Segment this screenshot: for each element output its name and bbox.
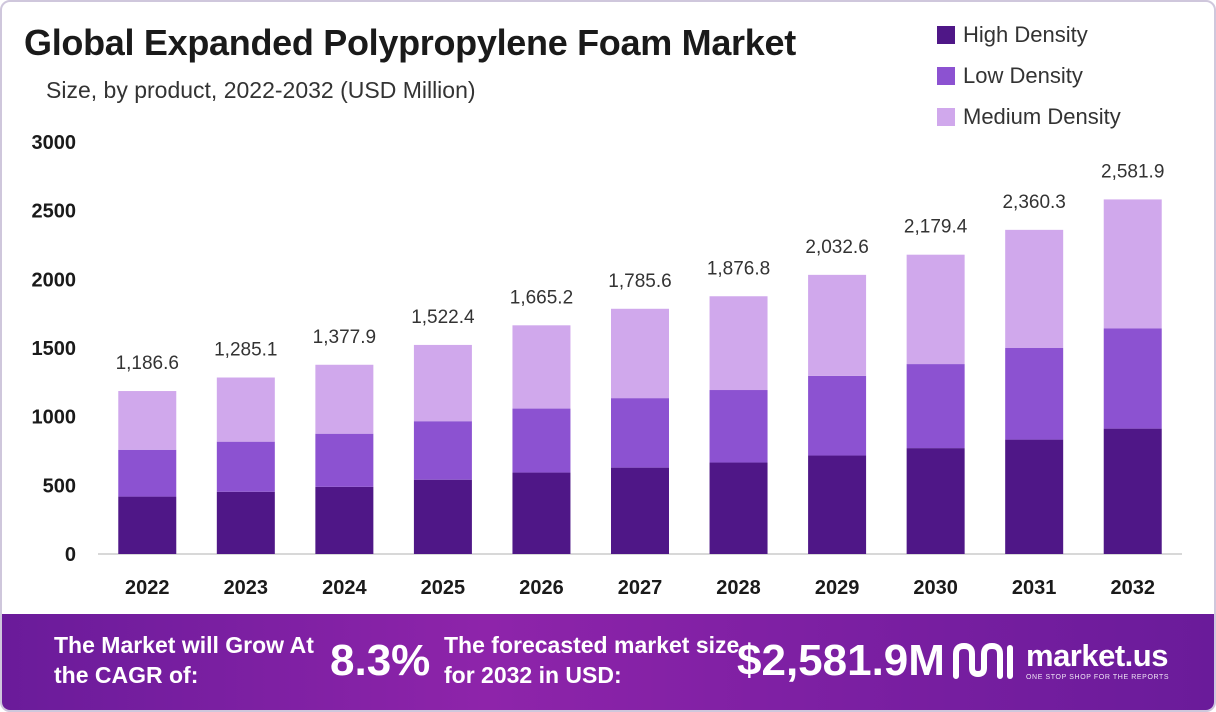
- stacked-bar-chart: 0 500 1000 1500 2000 2500 3000 1,186.6 2022 1,285…: [32, 132, 1182, 599]
- bar-segment: [118, 496, 177, 554]
- bar-segment: [1005, 348, 1064, 440]
- x-tick-label: 2024: [322, 577, 367, 599]
- bar-total-label: 1,522.4: [411, 307, 475, 328]
- bar-total-label: 1,665.2: [510, 287, 573, 308]
- y-tick-label: 1500: [32, 338, 77, 360]
- bar-segment: [315, 486, 374, 554]
- bar-segment: [709, 462, 768, 554]
- x-tick-label: 2023: [224, 577, 269, 599]
- market-size-label: The forecasted market size for 2032 in U…: [444, 632, 740, 688]
- x-tick-label: 2031: [1012, 577, 1057, 599]
- bar-segment: [1103, 199, 1162, 329]
- x-tick-label: 2025: [421, 577, 466, 599]
- legend: High Density Low Density Medium Density: [937, 14, 1121, 137]
- bar-total-label: 1,785.6: [608, 271, 671, 292]
- bar-segment: [906, 254, 965, 365]
- bar-segment: [611, 308, 669, 399]
- bar-segment: [1005, 229, 1064, 348]
- bar-segment: [315, 364, 374, 434]
- bar-segment: [315, 433, 374, 487]
- bar-segment: [216, 491, 275, 554]
- x-tick-label: 2029: [815, 577, 860, 599]
- bar-segment: [906, 448, 965, 554]
- x-tick-label: 2028: [716, 577, 761, 599]
- cagr-label: The Market will Grow At the CAGR of:: [54, 632, 314, 688]
- bar-segment: [808, 455, 867, 554]
- bar-total-label: 2,360.3: [1002, 192, 1065, 213]
- x-tick-label: 2032: [1110, 577, 1155, 599]
- bar-segment: [808, 274, 867, 376]
- bar-segment: [118, 391, 177, 450]
- chart-title: Global Expanded Polypropylene Foam Marke…: [24, 22, 796, 63]
- bar-segment: [1103, 328, 1162, 429]
- x-tick-label: 2026: [519, 577, 564, 599]
- bar-segment: [611, 467, 669, 554]
- footer-banner: The Market will Grow At the CAGR of: 8.3…: [2, 614, 1214, 710]
- x-tick-label: 2027: [618, 577, 663, 599]
- bar-segment: [512, 325, 571, 409]
- legend-item-medium-density: Medium Density: [937, 96, 1121, 137]
- bar-total-label: 2,179.4: [904, 217, 968, 238]
- y-tick-label: 500: [43, 475, 76, 497]
- y-tick-label: 1000: [32, 407, 77, 429]
- bar-total-label: 2,581.9: [1101, 161, 1164, 182]
- bar-segment: [906, 364, 965, 449]
- bar-segment: [413, 421, 472, 480]
- bar-total-label: 1,186.6: [116, 353, 179, 374]
- legend-item-low-density: Low Density: [937, 55, 1121, 96]
- bar-total-label: 1,285.1: [214, 340, 277, 361]
- bar-segment: [709, 390, 768, 463]
- bar-segment: [1103, 428, 1162, 554]
- bar-segment: [413, 344, 472, 422]
- legend-swatch-medium-density: [937, 107, 955, 126]
- bar-segment: [512, 472, 571, 554]
- bar-segment: [808, 375, 867, 456]
- y-tick-label: 2500: [32, 201, 77, 223]
- x-tick-label: 2022: [125, 577, 170, 599]
- legend-item-high-density: High Density: [937, 14, 1121, 55]
- bar-segment: [216, 441, 275, 492]
- bar-segment: [709, 296, 768, 391]
- bar-segment: [512, 408, 571, 473]
- bar-segment: [1005, 439, 1064, 554]
- bar-segment: [216, 377, 275, 442]
- y-tick-label: 0: [65, 544, 76, 566]
- y-tick-label: 2000: [32, 269, 77, 291]
- bar-total-label: 2,032.6: [805, 237, 868, 258]
- x-tick-label: 2030: [913, 577, 958, 599]
- legend-swatch-low-density: [937, 66, 955, 85]
- brand-name: market.us: [1026, 638, 1168, 673]
- bar-segment: [413, 479, 472, 554]
- chart-subtitle: Size, by product, 2022-2032 (USD Million…: [46, 77, 476, 103]
- market-us-logo-icon: [953, 642, 1013, 679]
- cagr-value: 8.3%: [330, 636, 431, 685]
- brand-tagline: ONE STOP SHOP FOR THE REPORTS: [1026, 674, 1170, 681]
- market-size-value: $2,581.9M: [737, 636, 945, 685]
- legend-label-medium-density: Medium Density: [963, 103, 1121, 129]
- bar-total-label: 1,876.8: [707, 258, 770, 279]
- legend-swatch-high-density: [937, 25, 955, 44]
- legend-label-low-density: Low Density: [963, 62, 1083, 88]
- y-tick-label: 3000: [32, 132, 77, 154]
- bar-segment: [611, 398, 669, 468]
- bar-segment: [118, 449, 177, 497]
- bar-total-label: 1,377.9: [313, 327, 376, 348]
- legend-label-high-density: High Density: [963, 21, 1088, 47]
